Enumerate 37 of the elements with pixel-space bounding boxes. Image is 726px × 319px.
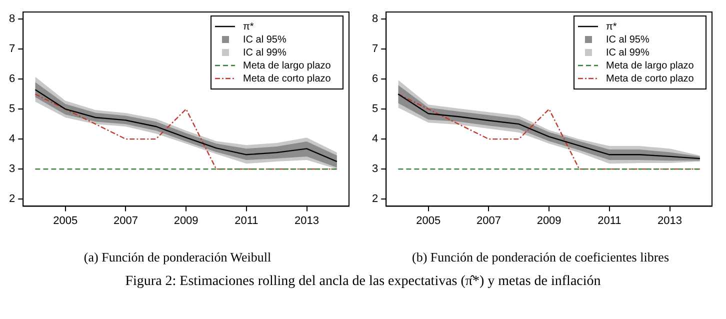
legend-label: Meta de corto plazo xyxy=(243,73,332,84)
legend-label: π* xyxy=(606,21,617,32)
y-tick-label: 7 xyxy=(372,43,378,56)
legend-label: Meta de largo plazo xyxy=(606,60,694,72)
x-tick-label: 2009 xyxy=(174,214,198,227)
y-tick-label: 3 xyxy=(8,163,16,176)
x-tick-label: 2007 xyxy=(113,214,138,227)
legend-label: Meta de corto plazo xyxy=(606,73,694,84)
legend-label: IC al 95% xyxy=(606,34,650,46)
y-tick-label: 8 xyxy=(372,13,378,26)
x-tick-label: 2009 xyxy=(536,214,562,227)
legend-label: Meta de largo plazo xyxy=(243,60,332,72)
text: (a) Función de ponderación Weibull xyxy=(84,250,272,265)
x-tick-label: 2007 xyxy=(476,214,501,227)
y-tick-label: 6 xyxy=(372,73,378,86)
y-tick-label: 5 xyxy=(8,103,16,116)
legend-label: π* xyxy=(243,21,254,32)
x-tick-label: 2011 xyxy=(234,214,258,227)
y-tick-label: 5 xyxy=(372,103,378,116)
y-tick-label: 8 xyxy=(8,13,16,26)
y-tick-label: 2 xyxy=(372,193,378,206)
legend-label: IC al 99% xyxy=(606,47,650,58)
text: (b) Función de ponderación de coeficientes libres xyxy=(412,250,670,265)
y-tick-label: 7 xyxy=(8,43,16,56)
x-tick-label: 2011 xyxy=(598,214,622,227)
y-tick-label: 2 xyxy=(8,193,16,206)
y-tick-label: 6 xyxy=(8,73,16,86)
x-tick-label: 2013 xyxy=(294,214,319,227)
x-tick-label: 2005 xyxy=(53,214,78,227)
y-tick-label: 4 xyxy=(372,133,378,146)
x-tick-label: 2013 xyxy=(658,214,682,227)
legend-label: IC al 99% xyxy=(243,47,286,58)
x-tick-label: 2005 xyxy=(416,214,441,227)
text: Figura 2: Estimaciones rolling del ancla de las expectativas (π̂*) y metas de inflación xyxy=(124,274,602,290)
y-tick-label: 3 xyxy=(372,163,378,176)
legend-label: IC al 95% xyxy=(243,34,286,46)
y-tick-label: 4 xyxy=(8,133,16,146)
